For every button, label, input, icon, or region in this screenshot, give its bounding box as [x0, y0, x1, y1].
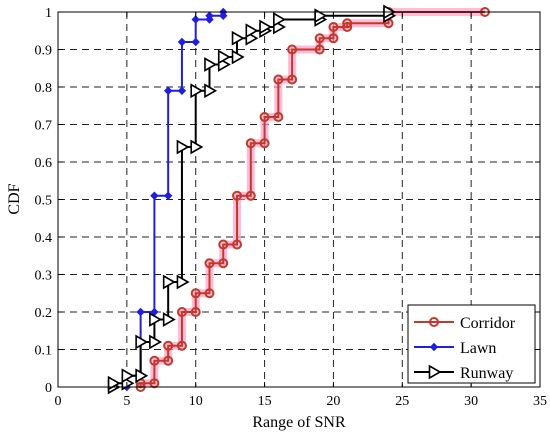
x-tick-label: 0: [55, 394, 62, 409]
legend-label: Lawn: [460, 340, 496, 357]
data-point: [176, 274, 190, 290]
legend-label: Corridor: [460, 315, 516, 332]
data-point: [190, 83, 204, 99]
data-point: [150, 191, 159, 200]
data-point: [163, 191, 173, 200]
data-point: [231, 49, 245, 65]
y-tick-label: 0.9: [35, 44, 53, 59]
x-tick-label: 10: [189, 394, 203, 409]
x-tick-label: 35: [533, 394, 547, 409]
data-point: [245, 190, 256, 201]
data-point: [314, 44, 325, 55]
data-point: [205, 11, 214, 20]
x-axis-label: Range of SNR: [252, 414, 346, 431]
data-point: [176, 307, 187, 317]
data-point: [149, 355, 160, 366]
data-point: [190, 307, 201, 317]
axis-ticks: 0 5 10 15 20 25 30 35 0 0.1 0.2 0.3 0.4 0.5 0.6 0.7 0.8 0…: [35, 6, 548, 409]
y-tick-label: 0.2: [35, 306, 53, 321]
data-point: [177, 86, 187, 95]
data-point: [204, 288, 215, 299]
data-point: [107, 375, 121, 391]
data-point: [245, 23, 259, 39]
data-point: [328, 22, 339, 32]
series-lines: [107, 4, 490, 395]
data-point: [218, 258, 229, 269]
data-point: [342, 22, 353, 32]
data-point: [342, 18, 353, 29]
y-tick-label: 0.5: [35, 194, 53, 209]
data-point: [232, 239, 243, 250]
data-point: [191, 37, 200, 47]
data-point: [273, 12, 286, 27]
x-tick-label: 5: [123, 394, 130, 409]
series-runway: [107, 4, 397, 395]
data-point: [259, 19, 273, 35]
data-point: [314, 8, 328, 24]
y-tick-label: 0.3: [35, 269, 53, 284]
data-point: [163, 355, 174, 366]
data-point: [287, 74, 298, 85]
data-point: [190, 139, 204, 155]
x-tick-label: 20: [326, 394, 340, 409]
x-tick-label: 15: [258, 394, 272, 409]
data-point: [176, 340, 187, 351]
data-point: [135, 368, 149, 384]
data-point: [259, 112, 270, 122]
series-corridor: [135, 7, 490, 392]
data-point: [177, 37, 187, 47]
y-tick-label: 0: [45, 381, 52, 396]
legend-entry-corridor: Corridor: [414, 315, 516, 332]
data-point: [121, 368, 135, 384]
data-point: [232, 190, 243, 201]
data-point: [190, 288, 201, 299]
y-tick-label: 0.6: [35, 156, 53, 171]
legend-entry-lawn: Lawn: [414, 340, 496, 357]
data-point: [204, 83, 218, 99]
data-point: [176, 139, 190, 155]
y-tick-label: 0.4: [35, 231, 53, 246]
data-point: [163, 340, 174, 351]
legend-marker: [429, 342, 439, 352]
x-tick-label: 30: [464, 394, 478, 409]
data-point: [314, 33, 325, 44]
data-point: [245, 138, 256, 149]
y-tick-label: 1: [45, 6, 52, 21]
data-point: [204, 258, 215, 269]
data-point: [273, 112, 284, 122]
data-point: [163, 86, 173, 95]
data-point: [328, 33, 339, 44]
data-point: [162, 274, 176, 290]
legend-entries: Corridor Lawn Runway: [414, 315, 516, 382]
data-point: [218, 239, 229, 250]
data-point: [149, 334, 163, 350]
y-tick-label: 0.7: [35, 119, 53, 134]
legend: Corridor Lawn Runway: [407, 304, 536, 384]
data-point: [287, 44, 298, 55]
legend-label: Runway: [460, 365, 513, 382]
data-point: [162, 312, 176, 327]
data-point: [204, 57, 218, 72]
y-tick-label: 0.8: [35, 81, 53, 96]
x-tick-label: 25: [395, 394, 409, 409]
legend-marker: [429, 317, 439, 327]
data-point: [135, 334, 149, 350]
data-point: [136, 307, 145, 317]
data-point: [259, 138, 270, 149]
y-axis-label: CDF: [6, 183, 23, 214]
data-point: [149, 312, 163, 327]
data-point: [191, 15, 200, 24]
y-tick-label: 0.1: [35, 344, 53, 359]
legend-marker: [428, 364, 442, 380]
data-point: [217, 49, 231, 65]
data-point: [273, 74, 284, 85]
legend-entry-runway: Runway: [414, 364, 513, 382]
data-point: [231, 30, 245, 46]
